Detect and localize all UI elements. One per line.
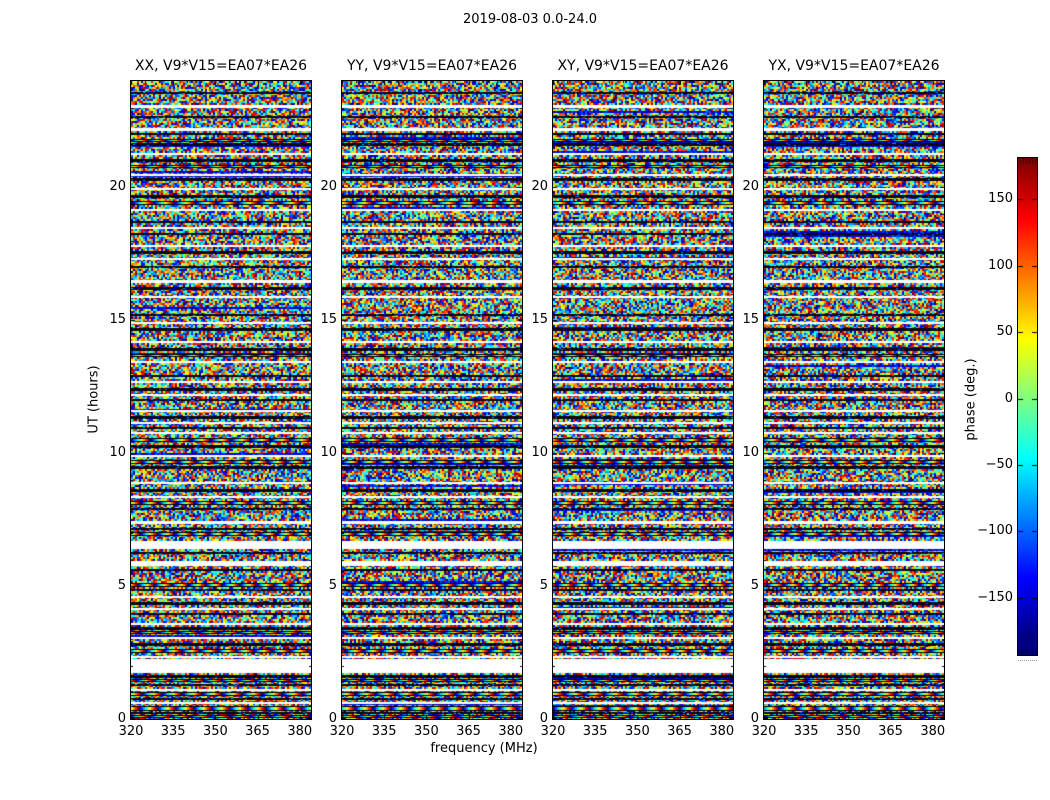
ytick-label: 15: [531, 312, 548, 328]
ytick-label: 5: [117, 578, 126, 594]
colorbar-tick-label: 150: [988, 191, 1013, 207]
ytick-label: 10: [320, 445, 337, 461]
xtick-label: 320: [540, 724, 566, 739]
panel-title-xy: XY, V9*V15=EA07*EA26: [557, 58, 729, 74]
ytick-label: 15: [320, 312, 337, 328]
ytick-label: 20: [320, 179, 337, 195]
ytick-label: 10: [109, 445, 126, 461]
xtick-label: 320: [118, 724, 144, 739]
x-axis-label: frequency (MHz): [430, 741, 538, 756]
colorbar-tick-label: 0: [1004, 390, 1013, 406]
xtick-label: 350: [202, 724, 228, 739]
colorbar-tick-label: −50: [985, 456, 1013, 472]
xtick-label: 320: [329, 724, 355, 739]
xtick-label: 335: [793, 724, 819, 739]
xtick-label: 335: [582, 724, 608, 739]
heatmap-canvas-yx: [764, 81, 944, 719]
ytick-label: 20: [531, 179, 548, 195]
ytick-label: 20: [742, 179, 759, 195]
ytick-label: 15: [109, 312, 126, 328]
colorbar-canvas: [1018, 158, 1037, 655]
xtick-label: 365: [456, 724, 481, 739]
xtick-label: 365: [245, 724, 270, 739]
heatmap-canvas-xx: [131, 81, 311, 719]
panel-title-xx: XX, V9*V15=EA07*EA26: [134, 58, 308, 74]
xtick-label: 380: [920, 724, 946, 739]
xtick-label: 335: [160, 724, 186, 739]
ytick-label: 10: [531, 445, 548, 461]
ytick-label: 0: [117, 711, 126, 726]
heatmap-panel-xy: [552, 80, 734, 720]
ytick-label: 5: [750, 578, 759, 594]
xtick-label: 350: [624, 724, 650, 739]
heatmap-panel-yy: [341, 80, 523, 720]
panel-title-yy: YY, V9*V15=EA07*EA26: [346, 58, 518, 74]
ytick-label: 0: [539, 711, 548, 726]
ytick-label: 0: [328, 711, 337, 726]
ytick-label: 5: [539, 578, 548, 594]
heatmap-panel-yx: [763, 80, 945, 720]
xtick-label: 350: [835, 724, 861, 739]
xtick-label: 380: [287, 724, 313, 739]
xtick-label: 350: [413, 724, 439, 739]
figure-title: 2019-08-03 0.0-24.0: [463, 12, 597, 27]
colorbar-tick-label: −150: [977, 589, 1013, 605]
ytick-label: 15: [742, 312, 759, 328]
ytick-label: 5: [328, 578, 337, 594]
heatmap-panel-xx: [130, 80, 312, 720]
colorbar-tick-label: 50: [996, 324, 1013, 340]
ytick-label: 0: [750, 711, 759, 726]
colorbar-extend-dots: [1018, 660, 1037, 661]
xtick-label: 365: [878, 724, 903, 739]
xtick-label: 380: [498, 724, 524, 739]
panel-title-yx: YX, V9*V15=EA07*EA26: [768, 58, 940, 74]
colorbar: [1017, 157, 1038, 656]
ytick-label: 20: [109, 179, 126, 195]
ytick-label: 10: [742, 445, 759, 461]
colorbar-tick-label: 100: [988, 257, 1013, 273]
heatmap-canvas-yy: [342, 81, 522, 719]
colorbar-tick-label: −100: [977, 523, 1013, 539]
xtick-label: 365: [667, 724, 692, 739]
y-axis-label: UT (hours): [86, 365, 102, 434]
xtick-label: 320: [751, 724, 777, 739]
xtick-label: 335: [371, 724, 397, 739]
heatmap-canvas-xy: [553, 81, 733, 719]
xtick-label: 380: [709, 724, 735, 739]
